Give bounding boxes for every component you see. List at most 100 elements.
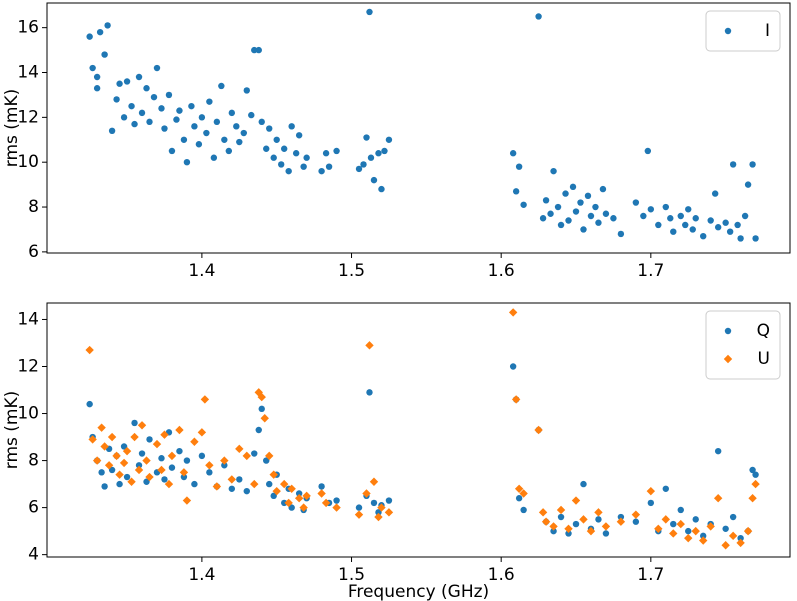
point [367, 154, 375, 161]
point [88, 435, 97, 444]
y-axis-label: rms (mK) [2, 89, 22, 167]
point [610, 215, 617, 222]
point [360, 161, 367, 168]
point [594, 508, 603, 517]
legend-marker [724, 327, 732, 335]
point [120, 443, 128, 450]
point [191, 480, 198, 488]
point [135, 462, 143, 469]
legend-frame [705, 10, 781, 52]
point [168, 464, 176, 471]
point [295, 490, 303, 497]
y-tick-label: 4 [28, 545, 39, 565]
point [751, 479, 760, 489]
point [318, 167, 325, 175]
point [104, 461, 114, 470]
point [258, 118, 265, 126]
point [131, 419, 138, 427]
point [220, 456, 229, 465]
point [692, 215, 699, 222]
point [175, 425, 184, 435]
point [131, 120, 138, 128]
point [632, 518, 640, 525]
point [279, 479, 289, 489]
point [188, 102, 195, 110]
point [534, 425, 543, 435]
y-tick-label: 16 [17, 18, 39, 38]
point [749, 466, 756, 474]
point [228, 485, 236, 492]
point [242, 451, 251, 461]
point [127, 477, 136, 486]
point [554, 203, 562, 211]
point [741, 212, 749, 220]
point [108, 127, 116, 135]
point [225, 147, 233, 155]
point [228, 109, 236, 117]
point [737, 534, 744, 542]
point [541, 517, 551, 526]
point [317, 489, 326, 498]
point [145, 472, 154, 482]
x-axis-label: Frequency (GHz) [348, 582, 489, 601]
point [676, 519, 685, 529]
point [221, 462, 228, 469]
point [236, 476, 243, 483]
point [236, 138, 243, 146]
point [354, 510, 364, 519]
point [369, 477, 379, 486]
point [748, 494, 757, 503]
point [85, 345, 94, 355]
point [564, 524, 573, 533]
point [235, 444, 244, 454]
point [101, 51, 108, 58]
point [515, 163, 523, 170]
point [251, 450, 258, 457]
legend-label: Q [757, 321, 770, 341]
legend-marker [724, 27, 732, 35]
point [104, 22, 111, 29]
y-tick-label: 6 [28, 498, 39, 518]
point [512, 188, 520, 195]
point [210, 154, 218, 161]
point [509, 363, 517, 370]
point [562, 190, 569, 197]
point [143, 85, 150, 92]
point [98, 469, 105, 476]
point [240, 129, 247, 137]
point [100, 442, 109, 451]
point [640, 212, 647, 220]
point [198, 452, 206, 460]
point [569, 183, 577, 191]
point [277, 161, 285, 168]
point [557, 513, 565, 521]
point [355, 504, 363, 511]
point [183, 158, 191, 166]
point [375, 150, 382, 157]
point [691, 526, 700, 536]
point [130, 432, 139, 442]
point [263, 457, 270, 464]
point [365, 341, 374, 350]
point [257, 392, 266, 402]
point [135, 73, 143, 81]
point [511, 395, 521, 404]
point [180, 473, 188, 481]
point [662, 485, 669, 492]
point [655, 221, 662, 229]
point [539, 215, 547, 222]
point [150, 93, 158, 101]
point [374, 512, 383, 522]
point [711, 190, 719, 197]
point [378, 185, 385, 193]
point [160, 430, 169, 439]
y-tick-label: 8 [28, 197, 39, 217]
point [617, 230, 625, 238]
point [146, 118, 153, 126]
point [646, 486, 656, 496]
y-tick-label: 8 [28, 451, 39, 471]
point [632, 199, 640, 206]
point [381, 147, 388, 155]
point [165, 91, 173, 99]
